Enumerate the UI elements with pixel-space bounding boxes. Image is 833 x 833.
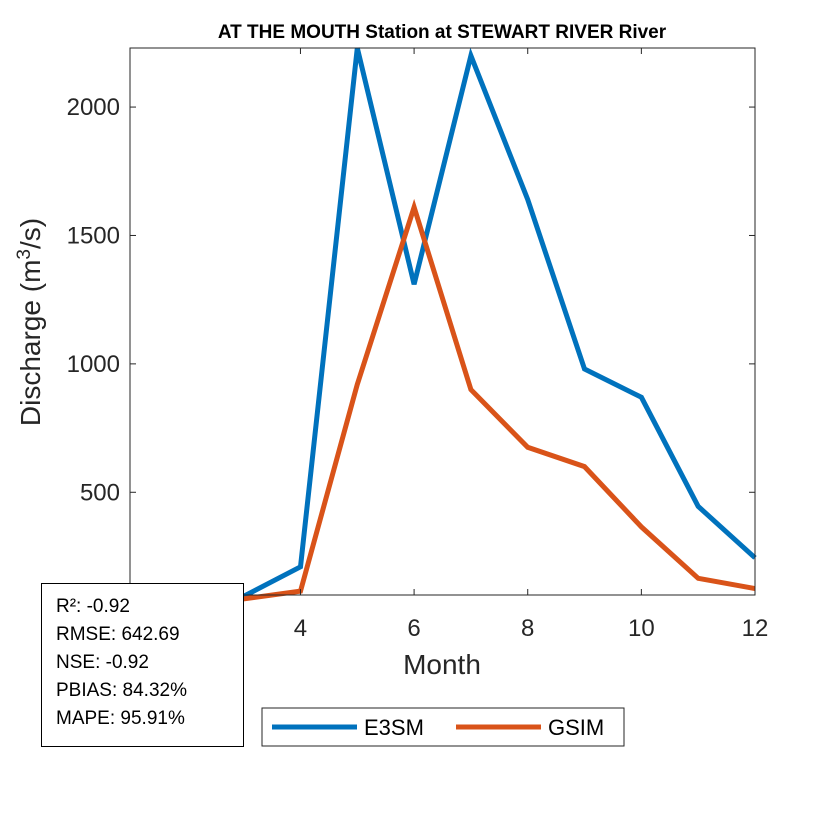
x-axis-label: Month — [403, 649, 481, 680]
y-tick-label: 1500 — [67, 222, 120, 249]
legend-label-e3sm: E3SM — [364, 715, 424, 740]
chart-title: AT THE MOUTH Station at STEWART RIVER Ri… — [218, 22, 667, 43]
stats-box: R²: -0.92 RMSE: 642.69 NSE: -0.92 PBIAS:… — [41, 583, 244, 747]
x-axis: 4 6 8 10 12 — [294, 48, 769, 642]
stat-pbias: PBIAS: 84.32% — [56, 680, 187, 701]
x-tick-label: 8 — [521, 615, 534, 642]
x-tick-label: 6 — [407, 615, 420, 642]
x-tick-label: 4 — [294, 615, 307, 642]
stat-nse: NSE: -0.92 — [56, 652, 149, 673]
y-tick-label: 2000 — [67, 94, 120, 121]
legend: E3SM GSIM — [261, 707, 625, 747]
x-tick-label: 10 — [628, 615, 655, 642]
y-axis: 500 1000 1500 2000 — [67, 94, 755, 506]
y-tick-label: 500 — [80, 479, 120, 506]
stat-rmse: RMSE: 642.69 — [56, 624, 180, 645]
plot-area-border — [129, 47, 756, 596]
stat-mape: MAPE: 95.91% — [56, 708, 185, 729]
y-axis-label: Discharge (m3/s) — [14, 218, 46, 426]
legend-label-gsim: GSIM — [548, 715, 604, 740]
stat-r2: R²: -0.92 — [56, 596, 130, 617]
x-tick-label: 12 — [742, 615, 769, 642]
series-line-e3sm — [129, 47, 757, 599]
y-tick-label: 1000 — [67, 351, 120, 378]
plot-lines — [129, 47, 757, 604]
series-line-gsim — [129, 198, 756, 604]
